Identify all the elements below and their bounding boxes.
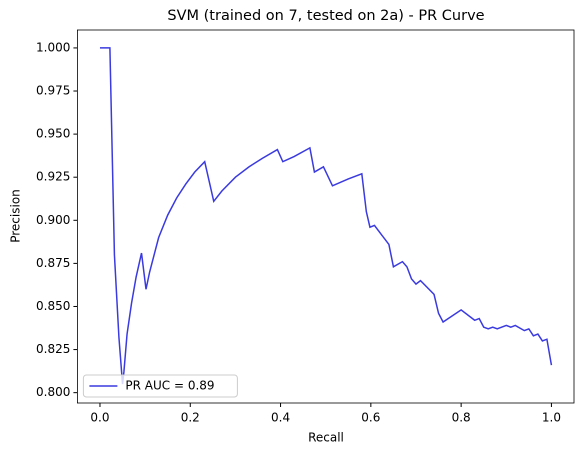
y-axis-label: Precision [9, 189, 23, 243]
y-tick-label: 0.950 [36, 127, 70, 141]
y-tick-label: 0.900 [36, 213, 70, 227]
x-tick-label: 0.6 [361, 411, 380, 425]
y-tick-label: 0.800 [36, 385, 70, 399]
legend-label: PR AUC = 0.89 [125, 379, 214, 393]
y-tick-label: 0.875 [36, 256, 70, 270]
x-tick-label: 0.2 [181, 411, 200, 425]
x-tick-label: 0.4 [271, 411, 290, 425]
x-tick-label: 0.0 [90, 411, 109, 425]
line [99, 47, 553, 385]
y-tick-label: 0.825 [36, 342, 70, 356]
x-tick-label: 1.0 [542, 411, 561, 425]
legend-box [82, 374, 238, 398]
y-tick-label: 1.000 [36, 40, 70, 54]
x-axis-label: Recall [308, 431, 344, 445]
chart-title: SVM (trained on 7, tested on 2a) - PR Cu… [167, 8, 484, 24]
y-tick-label: 0.925 [36, 170, 70, 184]
plot-frame [77, 29, 575, 404]
x-tick-label: 0.8 [452, 411, 471, 425]
y-tick-label: 0.850 [36, 299, 70, 313]
y-tick-label: 0.975 [36, 84, 70, 98]
